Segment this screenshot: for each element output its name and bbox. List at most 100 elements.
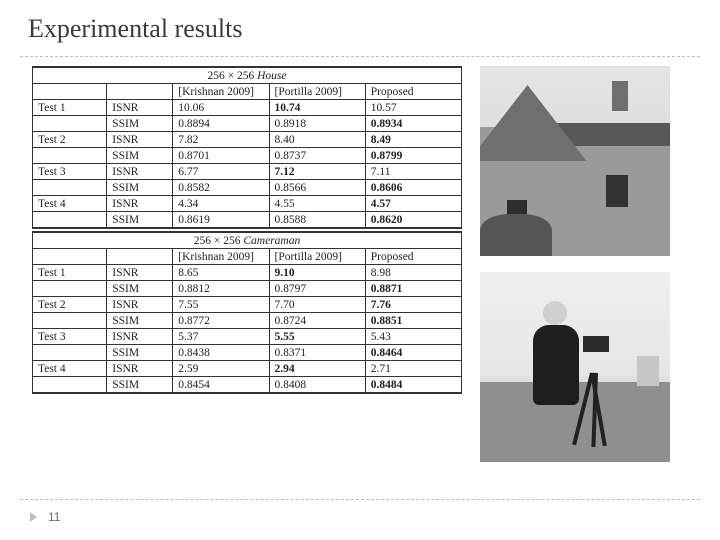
cell-metric: SSIM [107, 148, 173, 164]
cell-v2: 0.8737 [269, 148, 365, 164]
cell-metric: ISNR [107, 100, 173, 116]
cell-v1: 5.37 [173, 329, 269, 345]
cell-test: Test 2 [33, 297, 107, 313]
cell-test: Test 3 [33, 164, 107, 180]
divider-bottom [20, 499, 700, 500]
cell-v1: 2.59 [173, 361, 269, 377]
table-caption: 256 × 256 House [33, 67, 462, 84]
cell-v2: 4.55 [269, 196, 365, 212]
cell-metric: ISNR [107, 196, 173, 212]
table-row: Test 1ISNR8.659.108.98 [33, 265, 462, 281]
table-body-cameraman: Test 1ISNR8.659.108.98SSIM0.88120.87970.… [33, 265, 462, 394]
table-row: SSIM0.84540.84080.8484 [33, 377, 462, 394]
cell-v1: 0.8454 [173, 377, 269, 394]
cell-metric: SSIM [107, 281, 173, 297]
cell-metric: ISNR [107, 265, 173, 281]
cell-v1: 6.77 [173, 164, 269, 180]
cell-v2: 2.94 [269, 361, 365, 377]
cell-v3: 8.49 [365, 132, 461, 148]
cell-metric: ISNR [107, 132, 173, 148]
cell-v1: 8.65 [173, 265, 269, 281]
cell-v1: 0.8619 [173, 212, 269, 229]
cameraman-camera [583, 336, 609, 352]
cell-v2: 0.8918 [269, 116, 365, 132]
house-window [606, 175, 628, 207]
cell-v1: 0.8772 [173, 313, 269, 329]
cell-test [33, 148, 107, 164]
table-row: Test 1ISNR10.0610.7410.57 [33, 100, 462, 116]
cell-metric: ISNR [107, 329, 173, 345]
cell-v2: 0.8797 [269, 281, 365, 297]
cell-v2: 0.8371 [269, 345, 365, 361]
cell-metric: ISNR [107, 297, 173, 313]
table-row: SSIM0.85820.85660.8606 [33, 180, 462, 196]
cell-test: Test 4 [33, 196, 107, 212]
cell-v3: 0.8799 [365, 148, 461, 164]
table-row: Test 3ISNR6.777.127.11 [33, 164, 462, 180]
cell-test [33, 180, 107, 196]
cameraman-head [543, 301, 567, 325]
cell-v3: 0.8851 [365, 313, 461, 329]
image-cameraman [480, 272, 670, 462]
cameraman-figure [533, 325, 579, 405]
cell-v3: 0.8606 [365, 180, 461, 196]
table-row: SSIM0.84380.83710.8464 [33, 345, 462, 361]
cell-test: Test 3 [33, 329, 107, 345]
cell-metric: SSIM [107, 313, 173, 329]
table-row: SSIM0.88120.87970.8871 [33, 281, 462, 297]
table-cameraman: 256 × 256 Cameraman [Krishnan 2009] [Por… [32, 231, 462, 394]
table-house: 256 × 256 House [Krishnan 2009] [Portill… [32, 66, 462, 229]
header-cell: [Krishnan 2009] [173, 249, 269, 265]
header-cell [33, 84, 107, 100]
cell-v2: 7.12 [269, 164, 365, 180]
cell-metric: SSIM [107, 377, 173, 394]
cell-v3: 7.76 [365, 297, 461, 313]
cell-test [33, 116, 107, 132]
header-cell: Proposed [365, 249, 461, 265]
cell-test [33, 313, 107, 329]
cell-metric: SSIM [107, 116, 173, 132]
cell-v2: 5.55 [269, 329, 365, 345]
cell-metric: SSIM [107, 212, 173, 229]
cell-v3: 0.8934 [365, 116, 461, 132]
header-cell [107, 249, 173, 265]
cell-v2: 0.8724 [269, 313, 365, 329]
table-row: Test 4ISNR4.344.554.57 [33, 196, 462, 212]
cell-test [33, 377, 107, 394]
image-house [480, 66, 670, 256]
table-row: SSIM0.87720.87240.8851 [33, 313, 462, 329]
cell-v2: 0.8408 [269, 377, 365, 394]
cell-test: Test 2 [33, 132, 107, 148]
table-header-row: [Krishnan 2009] [Portilla 2009] Proposed [33, 84, 462, 100]
table-row: SSIM0.87010.87370.8799 [33, 148, 462, 164]
cell-v1: 0.8438 [173, 345, 269, 361]
cell-test [33, 281, 107, 297]
divider-top [20, 56, 700, 57]
cell-v3: 7.11 [365, 164, 461, 180]
table-row: Test 4ISNR2.592.942.71 [33, 361, 462, 377]
house-chimney [612, 81, 628, 111]
cameraman-building [637, 356, 659, 386]
table-row: SSIM0.86190.85880.8620 [33, 212, 462, 229]
cell-metric: ISNR [107, 361, 173, 377]
caption-name: Cameraman [243, 235, 300, 247]
page-marker-icon [30, 512, 37, 522]
cell-v2: 0.8566 [269, 180, 365, 196]
header-cell: Proposed [365, 84, 461, 100]
cell-v1: 0.8582 [173, 180, 269, 196]
cell-v1: 0.8812 [173, 281, 269, 297]
cell-test [33, 212, 107, 229]
cell-metric: ISNR [107, 164, 173, 180]
caption-name: House [257, 70, 286, 82]
cell-v2: 0.8588 [269, 212, 365, 229]
table-row: Test 2ISNR7.828.408.49 [33, 132, 462, 148]
header-cell: [Portilla 2009] [269, 249, 365, 265]
cell-metric: SSIM [107, 180, 173, 196]
cell-v2: 8.40 [269, 132, 365, 148]
images-column [480, 66, 670, 462]
cell-test: Test 1 [33, 265, 107, 281]
cell-v3: 0.8484 [365, 377, 461, 394]
header-cell [33, 249, 107, 265]
header-cell: [Portilla 2009] [269, 84, 365, 100]
table-header-row: [Krishnan 2009] [Portilla 2009] Proposed [33, 249, 462, 265]
